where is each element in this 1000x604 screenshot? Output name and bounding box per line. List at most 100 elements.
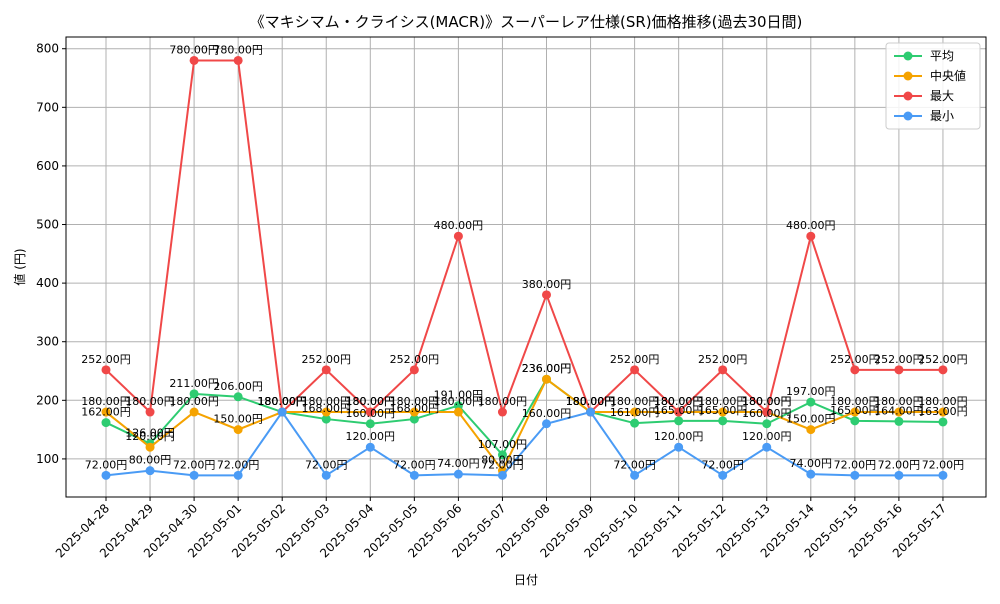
data-label: 252.00円 bbox=[81, 353, 131, 366]
data-label: 252.00円 bbox=[830, 353, 880, 366]
data-label: 197.00円 bbox=[786, 385, 836, 398]
data-point bbox=[321, 365, 331, 375]
data-point bbox=[850, 470, 860, 480]
data-label: 72.00円 bbox=[217, 458, 260, 471]
data-label: 180.00円 bbox=[566, 395, 616, 408]
data-point bbox=[365, 419, 375, 429]
data-point bbox=[542, 419, 551, 429]
chart-title: 《マキシマム・クライシス(MACR)》スーパーレア仕様(SR)価格推移(過去30… bbox=[250, 13, 803, 31]
data-label: 72.00円 bbox=[878, 458, 921, 471]
data-point bbox=[762, 442, 772, 452]
data-point bbox=[542, 290, 551, 300]
data-label: 180.00円 bbox=[654, 395, 704, 408]
data-label: 80.00円 bbox=[129, 454, 172, 467]
legend-marker-1 bbox=[903, 51, 913, 61]
data-label: 120.00円 bbox=[346, 430, 396, 443]
data-label: 72.00円 bbox=[305, 458, 348, 471]
data-label: 236.00円 bbox=[522, 362, 572, 375]
data-label: 180.00円 bbox=[434, 395, 484, 408]
data-point bbox=[453, 407, 463, 417]
x-axis-label: 日付 bbox=[514, 573, 538, 587]
data-label: 211.00円 bbox=[169, 377, 219, 390]
legend-label-1: 平均 bbox=[930, 49, 954, 63]
data-point bbox=[101, 470, 111, 480]
data-label: 120.00円 bbox=[742, 430, 792, 443]
data-point bbox=[938, 407, 948, 417]
data-label: 74.00円 bbox=[790, 457, 833, 470]
data-label: 180.00円 bbox=[478, 395, 528, 408]
data-label: 180.00円 bbox=[830, 395, 880, 408]
data-label: 180.00円 bbox=[698, 395, 748, 408]
data-label: 161.00円 bbox=[610, 406, 660, 419]
legend-label-2: 中央値 bbox=[930, 68, 966, 83]
data-label: 180.00円 bbox=[742, 395, 792, 408]
data-label: 180.00円 bbox=[874, 395, 924, 408]
data-label: 252.00円 bbox=[302, 353, 352, 366]
data-label: 80.00円 bbox=[481, 454, 524, 467]
data-point bbox=[321, 414, 331, 424]
data-label: 180.00円 bbox=[566, 395, 616, 408]
data-label: 180.00円 bbox=[302, 395, 352, 408]
data-label: 72.00円 bbox=[613, 458, 656, 471]
data-label: 160.00円 bbox=[522, 407, 572, 420]
data-point bbox=[409, 365, 419, 375]
data-label: 165.00円 bbox=[830, 404, 880, 417]
data-label: 480.00円 bbox=[786, 219, 836, 232]
data-label: 180.00円 bbox=[346, 395, 396, 408]
data-point bbox=[233, 55, 243, 65]
data-point bbox=[233, 392, 243, 402]
legend-box bbox=[885, 42, 981, 130]
data-point bbox=[630, 470, 640, 480]
data-label: 165.00円 bbox=[654, 404, 704, 417]
data-label: 180.00円 bbox=[566, 395, 616, 408]
data-label: 180.00円 bbox=[257, 395, 307, 408]
data-label: 206.00円 bbox=[213, 380, 263, 393]
data-label: 72.00円 bbox=[173, 458, 216, 471]
data-label: 74.00円 bbox=[437, 457, 480, 470]
data-label: 162.00円 bbox=[81, 406, 131, 419]
data-label: 120.00円 bbox=[125, 430, 175, 443]
data-point bbox=[894, 416, 904, 426]
data-point bbox=[894, 365, 904, 375]
data-point bbox=[586, 407, 596, 417]
data-point bbox=[806, 425, 816, 435]
data-label: 168.00円 bbox=[390, 402, 440, 415]
data-label: 72.00円 bbox=[481, 458, 524, 471]
data-point bbox=[101, 365, 111, 375]
data-point bbox=[453, 231, 463, 241]
data-point bbox=[233, 470, 243, 480]
y-tick-label: 300 bbox=[36, 335, 59, 349]
data-point bbox=[497, 470, 507, 480]
data-label: 180.00円 bbox=[390, 395, 440, 408]
data-label: 126.00円 bbox=[125, 427, 175, 440]
data-point bbox=[674, 416, 684, 426]
data-point bbox=[630, 418, 640, 428]
data-label: 180.00円 bbox=[654, 395, 704, 408]
data-label: 180.00円 bbox=[81, 395, 131, 408]
data-point bbox=[938, 470, 948, 480]
data-point bbox=[938, 417, 948, 427]
y-tick-label: 200 bbox=[36, 393, 59, 407]
data-point bbox=[850, 407, 860, 417]
data-point bbox=[497, 407, 507, 417]
data-point bbox=[409, 407, 419, 417]
data-label: 160.00円 bbox=[346, 407, 396, 420]
data-label: 252.00円 bbox=[698, 353, 748, 366]
legend-marker-4 bbox=[903, 111, 913, 121]
data-label: 191.00円 bbox=[434, 389, 484, 402]
series-line-3 bbox=[105, 59, 943, 416]
data-label: 180.00円 bbox=[257, 395, 307, 408]
data-label: 480.00円 bbox=[434, 219, 484, 232]
y-tick-label: 600 bbox=[36, 159, 59, 173]
data-label: 252.00円 bbox=[874, 353, 924, 366]
data-point bbox=[101, 418, 111, 428]
data-label: 72.00円 bbox=[393, 458, 436, 471]
data-point bbox=[189, 470, 199, 480]
data-point bbox=[497, 450, 507, 460]
y-axis-label: 値 (円) bbox=[12, 248, 27, 285]
data-point bbox=[409, 470, 419, 480]
data-point bbox=[674, 442, 684, 452]
y-tick-label: 700 bbox=[36, 100, 59, 114]
data-point bbox=[718, 416, 728, 426]
